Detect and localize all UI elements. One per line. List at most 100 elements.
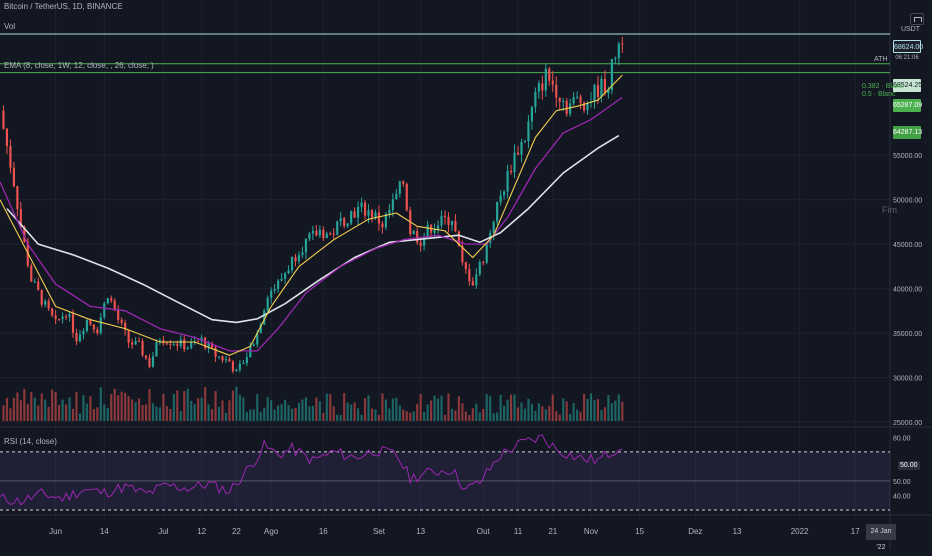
- volume-bar: [183, 391, 186, 421]
- candle-body: [238, 363, 241, 370]
- candle-body: [388, 210, 391, 214]
- volume-bar: [332, 406, 335, 421]
- volume-bar: [346, 402, 349, 421]
- candles: [2, 36, 624, 374]
- candle-body: [270, 290, 273, 298]
- candle-body: [75, 332, 78, 342]
- candle-body: [23, 227, 26, 242]
- candle-body: [186, 347, 189, 350]
- candle-body: [85, 319, 88, 331]
- candle-body: [464, 262, 467, 270]
- candle-body: [492, 221, 495, 233]
- volume-bar: [144, 404, 148, 421]
- candle-body: [565, 100, 568, 114]
- legend-volume[interactable]: Vol: [4, 22, 16, 31]
- candle-body: [315, 230, 318, 236]
- candle-body: [106, 298, 109, 304]
- volume-bar: [165, 406, 168, 421]
- volume-bar: [513, 394, 516, 421]
- volume-bar: [576, 409, 579, 421]
- currency-toggle-icon[interactable]: [910, 13, 924, 25]
- candle-body: [503, 191, 506, 196]
- volume-bar: [12, 397, 15, 421]
- price-tick-label: 45000.00: [893, 242, 922, 249]
- candle-body: [259, 324, 262, 334]
- volume-bar: [558, 414, 561, 421]
- candle-body: [200, 337, 203, 342]
- time-tick-label: 13: [733, 527, 742, 536]
- candle-body: [496, 202, 499, 222]
- volume-bar: [398, 405, 401, 421]
- candle-body: [242, 363, 245, 365]
- candle-body: [468, 269, 471, 282]
- candle-body: [210, 343, 214, 348]
- candle-body: [586, 102, 589, 111]
- candle-body: [5, 128, 9, 147]
- volume-bar: [33, 397, 36, 421]
- candle-body: [214, 347, 217, 357]
- volume-bar: [572, 403, 575, 421]
- candle-body: [141, 341, 144, 356]
- rsi-pane: [0, 434, 890, 511]
- volume-bar: [471, 408, 474, 421]
- candle-body: [482, 261, 485, 263]
- volume-bar: [506, 399, 509, 421]
- candle-body: [607, 90, 610, 94]
- candle-body: [78, 334, 82, 342]
- volume-bar: [551, 394, 554, 421]
- candle-body: [71, 314, 75, 333]
- candle-body: [58, 318, 61, 320]
- volume-bar: [607, 395, 610, 421]
- volume-bar: [447, 393, 450, 421]
- volume-bar: [343, 393, 346, 421]
- chart-title[interactable]: Bitcoin / TetherUS, 1D, BINANCE: [4, 2, 123, 11]
- candle-body: [569, 103, 572, 114]
- volume-bar: [96, 407, 99, 421]
- candle-body: [558, 97, 561, 102]
- candle-body: [120, 319, 123, 323]
- candle-body: [207, 343, 210, 349]
- volume-bar: [621, 401, 624, 421]
- legend-rsi[interactable]: RSI (14, close): [4, 437, 57, 446]
- volume-bar: [169, 408, 172, 421]
- candle-body: [92, 324, 95, 330]
- volume-bar: [235, 386, 238, 421]
- candle-body: [551, 80, 554, 85]
- legend-ema[interactable]: EMA (8, close, 1W, 12, close, , 26, clos…: [4, 61, 154, 70]
- candle-body: [412, 231, 415, 235]
- candle-body: [110, 298, 113, 301]
- candle-body: [165, 343, 168, 345]
- volume-bar: [37, 405, 40, 421]
- candle-body: [360, 202, 363, 207]
- volume-bar: [339, 414, 342, 421]
- volume-bar: [277, 405, 280, 421]
- volume-bar: [357, 408, 360, 421]
- candle-body: [249, 346, 252, 358]
- volume-bar: [555, 411, 558, 421]
- candle-body: [117, 310, 120, 320]
- candle-body: [329, 233, 332, 235]
- price-tick-label: 25000.00: [893, 420, 922, 427]
- volume-bar: [134, 402, 137, 421]
- candle-body: [506, 170, 509, 192]
- candle-body: [127, 330, 130, 343]
- volume-bar: [162, 393, 165, 421]
- candle-body: [614, 58, 617, 60]
- fib-level-b-label: 64287.13: [893, 126, 922, 139]
- rsi-line: [0, 434, 623, 506]
- candle-body: [461, 245, 464, 263]
- volume-bar: [454, 410, 457, 421]
- volume-bar: [496, 412, 499, 421]
- volume-bar: [120, 391, 123, 421]
- volume-bar: [190, 400, 193, 421]
- volume-bar: [217, 406, 221, 421]
- volume-bar: [485, 394, 488, 421]
- ath-tag: ATH: [874, 56, 888, 63]
- candle-body: [423, 236, 426, 246]
- volume-bar: [256, 394, 259, 421]
- candle-body: [426, 224, 429, 237]
- volume-bar: [381, 393, 384, 421]
- volume-bar: [503, 405, 506, 421]
- candle-body: [47, 300, 50, 309]
